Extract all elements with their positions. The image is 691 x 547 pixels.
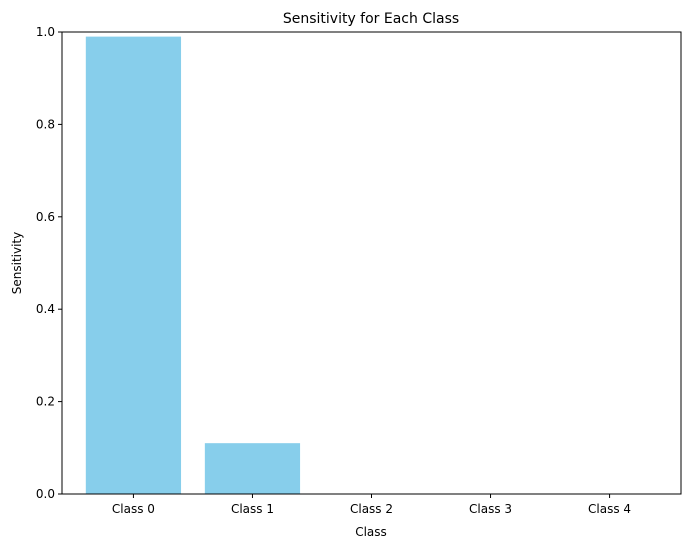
y-tick-label: 0.8	[36, 117, 55, 131]
x-tick-label: Class 0	[112, 502, 155, 516]
x-axis-label: Class	[355, 525, 387, 539]
bars-group	[85, 36, 301, 495]
x-tick-label: Class 1	[231, 502, 274, 516]
y-tick-label: 1.0	[36, 25, 55, 39]
bar-class-0	[85, 36, 182, 495]
x-axis: Class 0 Class 1 Class 2 Class 3 Class 4	[112, 494, 631, 516]
y-axis: 0.0 0.2 0.4 0.6 0.8 1.0	[36, 25, 62, 501]
x-tick-label: Class 3	[469, 502, 512, 516]
chart-title: Sensitivity for Each Class	[283, 11, 459, 27]
x-tick-label: Class 2	[350, 502, 393, 516]
y-tick-label: 0.0	[36, 487, 55, 501]
y-tick-label: 0.6	[36, 210, 55, 224]
y-tick-label: 0.2	[36, 395, 55, 409]
y-axis-label: Sensitivity	[10, 232, 24, 294]
bar-class-1	[204, 443, 301, 494]
x-tick-label: Class 4	[588, 502, 631, 516]
y-tick-label: 0.4	[36, 302, 55, 316]
